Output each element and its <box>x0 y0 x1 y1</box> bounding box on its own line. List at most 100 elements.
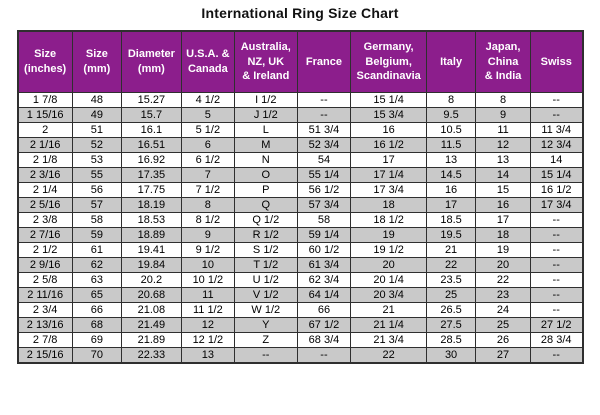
table-cell: 17.75 <box>120 181 182 198</box>
table-cell: 20 3/4 <box>350 286 427 303</box>
table-cell: 2 1/8 <box>17 151 73 168</box>
table-cell: 8 <box>180 196 235 213</box>
table-cell: 2 11/16 <box>17 286 73 303</box>
table-cell: 20 <box>350 256 427 273</box>
table-cell: 58 <box>296 211 352 228</box>
table-row: 2 1/8 53 16.92 6 1/2 N 54 17 13 13 14 <box>17 151 584 168</box>
table-cell: 52 3/4 <box>296 136 352 153</box>
table-cell: -- <box>529 346 584 363</box>
table-cell: 20.68 <box>120 286 182 303</box>
table-cell: 8 1/2 <box>180 211 235 228</box>
ring-size-table: Size (inches) Size (mm) Diameter (mm) U.S.A… <box>16 30 584 364</box>
table-cell: 59 <box>71 226 122 243</box>
table-cell: 19 1/2 <box>350 241 427 258</box>
table-cell: 57 <box>71 196 122 213</box>
table-cell: 21 <box>350 301 427 318</box>
table-cell: 67 1/2 <box>296 316 352 333</box>
table-row: 2 1/16 52 16.51 6 M 52 3/4 16 1/2 11.5 12 12 3/4 <box>17 136 584 153</box>
table-row: 2 5/16 57 18.19 8 Q 57 3/4 18 17 16 17 3/4 <box>17 196 584 213</box>
table-cell: 18.19 <box>120 196 182 213</box>
table-cell: 68 3/4 <box>296 331 352 348</box>
table-cell: 21.49 <box>120 316 182 333</box>
table-body: 1 7/8 48 15.27 4 1/2 I 1/2 -- 15 1/4 8 8 -- 1 15/1… <box>17 91 584 363</box>
table-cell: 13 <box>180 346 235 363</box>
table-cell: 62 3/4 <box>296 271 352 288</box>
table-cell: 15 1/4 <box>350 91 427 108</box>
table-cell: 28 3/4 <box>529 331 584 348</box>
column-header: Diameter (mm) <box>120 30 182 93</box>
table-cell: 65 <box>71 286 122 303</box>
table-row: 2 15/16 70 22.33 13 -- -- 22 30 27 -- <box>17 346 584 363</box>
table-cell: 16.1 <box>120 121 182 138</box>
table-cell: -- <box>296 346 352 363</box>
table-cell: 2 1/4 <box>17 181 73 198</box>
table-cell: 51 3/4 <box>296 121 352 138</box>
page-title: International Ring Size Chart <box>201 5 399 21</box>
table-cell: 51 <box>71 121 122 138</box>
table-cell: 12 3/4 <box>529 136 584 153</box>
table-cell: -- <box>529 271 584 288</box>
table-cell: 22 <box>350 346 427 363</box>
table-cell: L <box>233 121 298 138</box>
table-cell: 1 15/16 <box>17 106 73 123</box>
table-cell: 17 1/4 <box>350 166 427 183</box>
table-cell: 30 <box>425 346 477 363</box>
table-cell: 19.5 <box>425 226 477 243</box>
table-row: 2 3/16 55 17.35 7 O 55 1/4 17 1/4 14.5 14 15 1/4 <box>17 166 584 183</box>
table-cell: 16 <box>425 181 477 198</box>
table-cell: 11 3/4 <box>529 121 584 138</box>
table-cell: 66 <box>71 301 122 318</box>
table-cell: 52 <box>71 136 122 153</box>
table-cell: 56 <box>71 181 122 198</box>
table-cell: T 1/2 <box>233 256 298 273</box>
table-cell: 58 <box>71 211 122 228</box>
table-cell: 25 <box>475 316 531 333</box>
table-cell: 8 <box>425 91 477 108</box>
table-cell: 9 <box>180 226 235 243</box>
column-header: Italy <box>425 30 477 93</box>
table-cell: 11 <box>475 121 531 138</box>
table-cell: 27 1/2 <box>529 316 584 333</box>
table-cell: 14 <box>475 166 531 183</box>
table-cell: 61 3/4 <box>296 256 352 273</box>
table-cell: 57 3/4 <box>296 196 352 213</box>
table-cell: 19.41 <box>120 241 182 258</box>
table-row: 1 7/8 48 15.27 4 1/2 I 1/2 -- 15 1/4 8 8 -- <box>17 91 584 108</box>
table-cell: 2 1/16 <box>17 136 73 153</box>
table-row: 2 1/4 56 17.75 7 1/2 P 56 1/2 17 3/4 16 15 16 1/2 <box>17 181 584 198</box>
table-cell: 15.7 <box>120 106 182 123</box>
table-cell: 60 1/2 <box>296 241 352 258</box>
table-cell: 2 3/4 <box>17 301 73 318</box>
table-cell: 12 <box>180 316 235 333</box>
table-cell: 2 9/16 <box>17 256 73 273</box>
column-header: Swiss <box>529 30 584 93</box>
table-cell: 20 1/4 <box>350 271 427 288</box>
table-cell: 70 <box>71 346 122 363</box>
table-cell: -- <box>529 106 584 123</box>
table-row: 2 9/16 62 19.84 10 T 1/2 61 3/4 20 22 20 -- <box>17 256 584 273</box>
column-header: Australia, NZ, UK & Ireland <box>233 30 298 93</box>
table-cell: 23.5 <box>425 271 477 288</box>
table-cell: 16 1/2 <box>529 181 584 198</box>
table-row: 1 15/16 49 15.7 5 J 1/2 -- 15 3/4 9.5 9 -- <box>17 106 584 123</box>
column-header: U.S.A. & Canada <box>180 30 235 93</box>
table-cell: 55 <box>71 166 122 183</box>
table-cell: 2 5/16 <box>17 196 73 213</box>
table-cell: -- <box>233 346 298 363</box>
table-row: 2 11/16 65 20.68 11 V 1/2 64 1/4 20 3/4 25 23 -- <box>17 286 584 303</box>
column-header: Germany, Belgium, Scandinavia <box>350 30 427 93</box>
table-cell: R 1/2 <box>233 226 298 243</box>
table-cell: -- <box>529 286 584 303</box>
table-row: 2 1/2 61 19.41 9 1/2 S 1/2 60 1/2 19 1/2 21 19 -- <box>17 241 584 258</box>
table-cell: 17.35 <box>120 166 182 183</box>
table-cell: Q 1/2 <box>233 211 298 228</box>
table-cell: 25 <box>425 286 477 303</box>
table-cell: 16 1/2 <box>350 136 427 153</box>
table-cell: 18 <box>475 226 531 243</box>
table-cell: -- <box>529 241 584 258</box>
table-cell: -- <box>296 106 352 123</box>
table-cell: 48 <box>71 91 122 108</box>
table-cell: 24 <box>475 301 531 318</box>
table-row: 2 3/4 66 21.08 11 1/2 W 1/2 66 21 26.5 24 -- <box>17 301 584 318</box>
table-cell: 2 15/16 <box>17 346 73 363</box>
